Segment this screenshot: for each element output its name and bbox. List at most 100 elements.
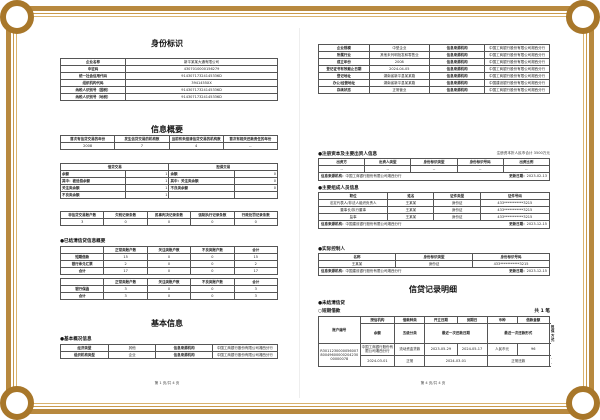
table-cell: 正常营业 — [368, 86, 430, 94]
table-cell: 信息来源机构 — [428, 65, 486, 73]
table-cell: 0 — [233, 184, 279, 192]
controller-table: 名称 身份标识类型 身份标识号码 王某某 身份证 433***********3215 信息… — [318, 253, 550, 276]
update-date: 2023-12-15 — [526, 269, 547, 273]
summary-table: 首次有信贷交易的年份 发生信贷交易的机构数 当前有未结清信贷交易的机构数 首次有相关还… — [59, 135, 279, 150]
table-row: 纳税人识别号（地税） 91430717324145336D — [59, 93, 278, 101]
table-cell: 企业规模 — [318, 44, 370, 52]
table-cell: 0 — [233, 177, 279, 185]
table-cell: 3 — [233, 292, 279, 300]
table-cell: 强制执行记录条数 — [190, 211, 235, 219]
table-cell: -- — [364, 165, 412, 173]
table-cell: 授信机构 — [359, 316, 396, 324]
table-cell — [168, 191, 235, 199]
basic-info-table: 企业规模 中型企业 信息来源机构 中国工商银行股份有限公司湘西分行 所属行业 其他未列明批… — [318, 44, 550, 94]
table-cell: 不良类账户数 — [190, 278, 235, 286]
table-row: 合计 3 0 0 3 — [59, 292, 279, 300]
table-row: 经济类型 其他 信息来源机构 中国工商银行股份有限公司湘西分行 — [60, 344, 279, 352]
table-cell: 0 — [190, 285, 235, 293]
table-cell: 不良类余额 — [168, 184, 235, 192]
short-loan-header: ○短期借款 共 1 笔 — [318, 308, 550, 314]
table-row: R301123000005600780049600000204230000000… — [318, 343, 550, 368]
table-cell: 433***********3215 — [479, 213, 551, 221]
table-cell: 不良类余额 — [59, 191, 127, 199]
table-cell: -- — [456, 165, 504, 173]
table-cell: 信息来源机构 — [155, 351, 213, 359]
table-cell: 合计 — [59, 292, 105, 300]
table-cell: 出资人类型 — [364, 158, 412, 166]
update-date: 2023-12-15 — [526, 222, 547, 226]
table-cell: 身份证 — [395, 260, 473, 268]
table-cell: 正常类账户数 — [103, 278, 148, 286]
table-cell: 证件号码 — [479, 192, 551, 200]
table-cell: 2024-04-05 — [368, 65, 430, 73]
table-cell: 担保交易 — [168, 163, 278, 171]
members-table: 职位 姓名 证件类型 证件号码 法定代表人/非法人组织负责人 王某某 身份证 433*****… — [317, 192, 551, 229]
table-cell: 办公/经营地址 — [318, 79, 370, 87]
table-cell: 身份证 — [433, 213, 481, 221]
table-cell: 0 — [146, 253, 192, 261]
header-row: 出资方 出资人类型 身份标识类型 身份标识号码 出资比例 — [317, 158, 551, 166]
header-row: 名称 身份标识类型 身份标识号码 — [318, 253, 550, 261]
decorative-frame — [6, 6, 594, 414]
table-row: 登记证书有效截止日期 2024-04-05 信息来源机构 中国工商银行股份有限公司湘西… — [318, 65, 550, 73]
short-loan-title: ○短期借款 — [318, 309, 341, 314]
table-cell: 流动资金贷款 — [394, 343, 426, 356]
table-cell: 身份标识号码 — [472, 253, 550, 261]
table-row: 存续状态 正常营业 信息来源机构 中国工商银行股份有限公司湘西分行 — [318, 86, 550, 94]
source-value: 中国建设银行股份有限公司湘西分行 — [345, 269, 402, 273]
table-cell: 中国工商银行股份有限公司湘西分行 — [359, 343, 396, 356]
table-cell: 0 — [146, 260, 192, 268]
table-cell: 0 — [190, 218, 235, 226]
header-row: 账户编号 授信机构 借款种类 开立日期 到期日 币种 借款金额 — [318, 315, 550, 345]
table-row: 余额 1 余额 0 — [59, 170, 279, 178]
date-label: 更新日期： — [509, 269, 527, 273]
table-cell: -- — [222, 142, 279, 150]
table-cell: 证件类型 — [433, 192, 481, 200]
table-cell: 监事 — [317, 213, 389, 221]
table-cell: 首次有信贷交易的年份 — [59, 135, 116, 143]
table-cell: 中国工商银行股份有限公司湘西分行 — [484, 58, 550, 66]
table-cell: 湖南省新平县某某路 — [368, 72, 430, 80]
table-cell: 1 — [125, 170, 170, 178]
table-cell: 身份证 — [433, 199, 481, 207]
table-cell: 3 — [103, 285, 148, 293]
table-cell: 成立年份 — [318, 58, 370, 66]
source-label: 信息来源机构： — [321, 269, 346, 273]
table-cell: 信息来源机构 — [428, 44, 486, 52]
settled-title: ●已结清信贷信息概要 — [60, 239, 106, 244]
table-cell: 0 — [146, 292, 192, 300]
table-cell: 发生信贷交易的机构数 — [114, 135, 170, 143]
table-row: 登记地址 湖南省新平县某某路 信息来源机构 中国工商银行股份有限公司湘西分行 — [318, 72, 550, 80]
table-cell: 身份标识号码 — [456, 158, 504, 166]
table-cell: 2024-03-01 — [359, 354, 396, 368]
table-cell: 出资方 — [317, 158, 366, 166]
table-cell: 4 — [168, 142, 224, 150]
source-label: 信息来源机构： — [321, 222, 346, 226]
table-cell: 借款种类 — [394, 316, 426, 324]
basic-title: 基本信息 — [151, 319, 183, 328]
table-cell: 2024-03-01 — [424, 354, 488, 368]
unsettled-title: ●未结清信贷 — [318, 301, 345, 306]
table-cell: 姓名 — [387, 192, 435, 200]
table-cell: 法定代表人/非法人组织负责人 — [317, 199, 389, 207]
table-cell: 2 — [233, 260, 279, 268]
table-cell: 其中：关注类余额 — [168, 177, 235, 185]
table-cell: 正常类账户数 — [103, 246, 148, 254]
page-footer: 第 4 页/共 4 页 — [420, 381, 446, 385]
table-cell: 2008 — [368, 58, 430, 66]
table-cell: 余额 — [59, 170, 127, 178]
table-cell: 最近一次还款形式 — [486, 322, 550, 345]
table-row: 企业规模 中型企业 信息来源机构 中国工商银行股份有限公司湘西分行 — [318, 44, 550, 52]
table-row: 监事 王某某 身份证 433***********3215 — [317, 213, 551, 221]
table-row: 银行承兑汇票 2 0 0 2 — [59, 260, 279, 268]
table-row: 合计 17 0 0 17 — [59, 267, 279, 275]
table-cell: 银行保函 — [59, 285, 105, 293]
table-row: 所属行业 其他未列明批发和零售业 信息来源机构 中国工商银行股份有限公司湘西分行 — [318, 51, 550, 59]
capital-table: 出资方 出资人类型 身份标识类型 身份标识号码 出资比例 -- -- -- -- -- 信息来源机构… — [317, 158, 551, 181]
header-row: 非信贷交易账户数 欠税记录条数 民事判决记录条数 强制执行记录条数 行政处罚记录条数 — [59, 211, 279, 219]
table-cell: 433***********3215 — [479, 206, 551, 214]
table-cell: 王某某 — [318, 260, 396, 268]
table-cell: 正常还款 — [486, 354, 550, 368]
table-cell: 信息来源机构 — [428, 72, 486, 80]
table-cell: 7 — [114, 142, 170, 150]
